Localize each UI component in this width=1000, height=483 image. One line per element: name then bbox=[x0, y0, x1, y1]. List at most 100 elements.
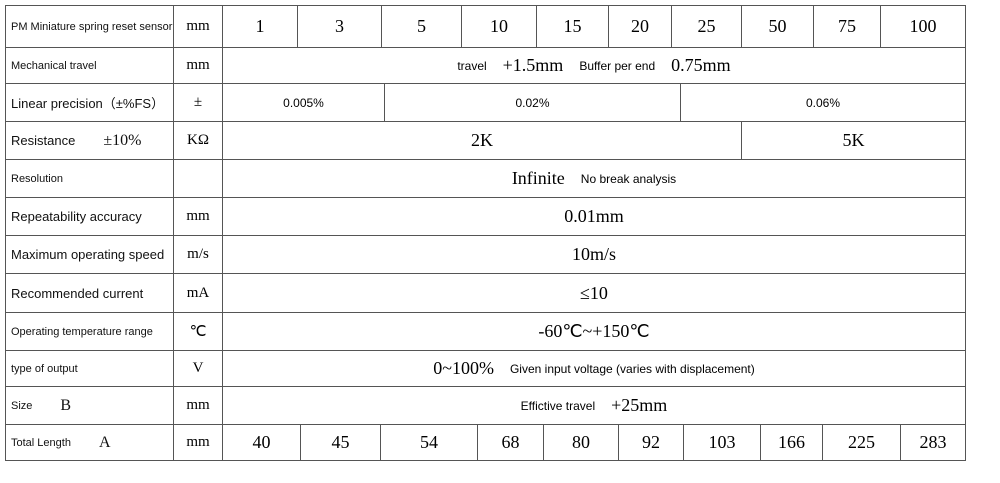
value-text: 2K bbox=[471, 130, 493, 150]
unit-cell: V bbox=[173, 350, 223, 387]
value-text: 45 bbox=[331, 432, 350, 452]
value-cell: 3 bbox=[297, 5, 382, 48]
value-text: +25mm bbox=[611, 395, 668, 415]
row-label: Resolution bbox=[5, 159, 174, 198]
value-cell: 75 bbox=[813, 5, 881, 48]
value-text: travel bbox=[457, 58, 487, 73]
value-cell: 25 bbox=[671, 5, 742, 48]
label-text: Linear precision（±%FS） bbox=[11, 96, 165, 111]
row-label: Resistance ±10% bbox=[5, 121, 174, 160]
value-text: -60℃~+150℃ bbox=[538, 321, 650, 341]
unit-cell: KΩ bbox=[173, 121, 223, 160]
value-text: 225 bbox=[848, 432, 875, 452]
value-text: Buffer per end bbox=[579, 58, 656, 73]
label-text: type of output bbox=[11, 362, 78, 375]
row-label: Total Length A bbox=[5, 424, 174, 461]
value-text: 0.06% bbox=[805, 95, 841, 110]
value-cell: 10m/s bbox=[222, 235, 966, 274]
value-text: 3 bbox=[335, 16, 344, 36]
value-text: 1 bbox=[255, 16, 265, 36]
unit-text: mA bbox=[186, 284, 210, 301]
label-text: PM Miniature spring reset sensor bbox=[11, 20, 173, 33]
value-cell: 45 bbox=[300, 424, 381, 461]
value-cell: 283 bbox=[900, 424, 966, 461]
value-cell: 0.01mm bbox=[222, 197, 966, 236]
row-label: Operating temperature range bbox=[5, 312, 174, 351]
value-cell: 100 bbox=[880, 5, 966, 48]
value-text: 5 bbox=[417, 16, 426, 36]
label-text: Resistance bbox=[11, 133, 76, 148]
value-text: ≤10 bbox=[580, 282, 608, 303]
value-cell: 68 bbox=[477, 424, 544, 461]
value-text: 0~100% bbox=[433, 358, 494, 378]
value-text: 5K bbox=[842, 130, 865, 150]
value-text: 0.01mm bbox=[564, 206, 624, 226]
label-text: Maximum operating speed bbox=[11, 247, 165, 262]
unit-cell: mm bbox=[173, 47, 223, 84]
value-cell: travel +1.5mm Buffer per end 0.75mm bbox=[222, 47, 966, 84]
value-text: 100 bbox=[909, 16, 937, 36]
unit-cell: mm bbox=[173, 386, 223, 425]
row-label: Repeatability accuracy bbox=[5, 197, 174, 236]
value-cell: 2K bbox=[222, 121, 742, 160]
value-cell: -60℃~+150℃ bbox=[222, 312, 966, 351]
value-text: 0.005% bbox=[283, 95, 324, 110]
value-cell: 5K bbox=[741, 121, 966, 160]
value-cell: 15 bbox=[536, 5, 609, 48]
unit-cell: ℃ bbox=[173, 312, 223, 351]
label-note: B bbox=[60, 396, 72, 414]
value-text: 0.02% bbox=[515, 95, 550, 110]
unit-cell: mA bbox=[173, 273, 223, 313]
row-label: PM Miniature spring reset sensor bbox=[5, 5, 174, 48]
value-text: 54 bbox=[420, 432, 438, 452]
value-text: 92 bbox=[642, 432, 660, 452]
unit-text: ± bbox=[193, 94, 203, 110]
value-text: 10m/s bbox=[571, 244, 616, 264]
label-text: Recommended current bbox=[11, 285, 144, 301]
row-label: Size B bbox=[5, 386, 174, 425]
value-cell: 103 bbox=[683, 424, 761, 461]
unit-cell: ± bbox=[173, 83, 223, 122]
row-label: Mechanical travel bbox=[5, 47, 174, 84]
unit-cell: mm bbox=[173, 424, 223, 461]
unit-text: mm bbox=[186, 397, 210, 413]
row-label: type of output bbox=[5, 350, 174, 387]
value-text: 80 bbox=[572, 432, 590, 452]
value-text: 103 bbox=[708, 432, 736, 452]
value-cell: 0.005% bbox=[222, 83, 385, 122]
unit-text: mm bbox=[186, 208, 210, 224]
value-text: 0.75mm bbox=[671, 55, 731, 75]
value-cell: 5 bbox=[381, 5, 462, 48]
label-text: Resolution bbox=[11, 172, 63, 185]
value-text: 40 bbox=[252, 432, 271, 452]
value-cell: 0.02% bbox=[384, 83, 681, 122]
row-label: Recommended current bbox=[5, 273, 174, 313]
label-note: A bbox=[98, 433, 111, 451]
value-cell: 166 bbox=[760, 424, 823, 461]
value-cell: 0.06% bbox=[680, 83, 966, 122]
unit-text: ℃ bbox=[189, 324, 207, 340]
unit-text: KΩ bbox=[187, 132, 209, 148]
value-text: +1.5mm bbox=[502, 55, 564, 75]
value-cell: 225 bbox=[822, 424, 901, 461]
value-cell: Effictive travel +25mm bbox=[222, 386, 966, 425]
value-cell: 92 bbox=[618, 424, 684, 461]
value-cell: 50 bbox=[741, 5, 814, 48]
value-cell: 1 bbox=[222, 5, 298, 48]
unit-cell bbox=[173, 159, 223, 198]
unit-cell: mm bbox=[173, 5, 223, 48]
unit-cell: mm bbox=[173, 197, 223, 236]
value-text: 283 bbox=[919, 432, 947, 452]
value-cell: 20 bbox=[608, 5, 672, 48]
label-text: Mechanical travel bbox=[11, 59, 97, 72]
unit-cell: m/s bbox=[173, 235, 223, 274]
value-cell: 10 bbox=[461, 5, 537, 48]
row-label: Linear precision（±%FS） bbox=[5, 83, 174, 122]
value-cell: 0~100% Given input voltage (varies with d… bbox=[222, 350, 966, 387]
value-text: Effictive travel bbox=[520, 398, 596, 413]
label-text: Total Length bbox=[11, 436, 71, 449]
value-text: Given input voltage (varies with displac… bbox=[509, 361, 755, 376]
label-text: Operating temperature range bbox=[11, 325, 153, 338]
